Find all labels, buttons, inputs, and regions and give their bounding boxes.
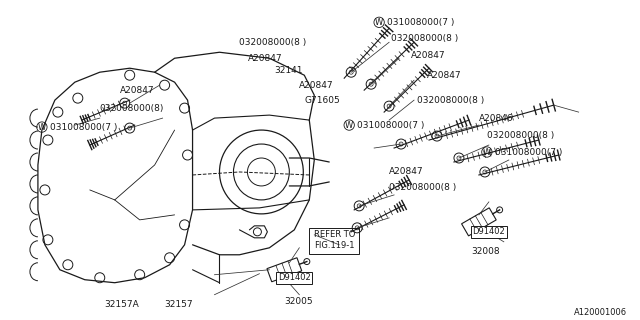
Text: 032008000(8 ): 032008000(8 ) (239, 38, 307, 47)
Text: 32157A: 32157A (105, 300, 140, 309)
Text: 031008000(7 ): 031008000(7 ) (495, 148, 562, 156)
Text: 032008000(8 ): 032008000(8 ) (417, 96, 484, 105)
Text: REFER TO
FIG.119-1: REFER TO FIG.119-1 (314, 230, 355, 250)
Text: A20847: A20847 (120, 86, 154, 95)
Text: A20847: A20847 (427, 71, 461, 80)
Text: 032008000(8 ): 032008000(8 ) (391, 34, 458, 43)
Text: G71605: G71605 (304, 96, 340, 105)
Text: 32008: 32008 (471, 247, 500, 256)
Text: D91402: D91402 (472, 227, 505, 236)
Text: 031008000(7 ): 031008000(7 ) (50, 123, 117, 132)
Text: W: W (345, 121, 353, 130)
Text: 32157: 32157 (164, 300, 193, 309)
Text: 032008000(8 ): 032008000(8 ) (389, 183, 456, 192)
Text: 032008000(8): 032008000(8) (100, 104, 164, 113)
Text: 031008000(7 ): 031008000(7 ) (387, 18, 454, 27)
Text: 031008000(7 ): 031008000(7 ) (357, 121, 424, 130)
Text: A20847: A20847 (300, 81, 334, 90)
Text: A20846: A20846 (479, 114, 513, 123)
Text: A20847: A20847 (411, 51, 445, 60)
Text: W: W (483, 148, 491, 156)
Text: 32141: 32141 (275, 66, 303, 75)
Text: A20847: A20847 (389, 167, 424, 176)
Text: 032008000(8 ): 032008000(8 ) (487, 131, 554, 140)
Text: 32005: 32005 (284, 297, 313, 306)
Text: D91402: D91402 (278, 273, 310, 282)
Text: A20847: A20847 (248, 54, 282, 63)
Text: A120001006: A120001006 (573, 308, 627, 317)
Bar (309, 228, 359, 254)
Text: W: W (38, 123, 46, 132)
Text: W: W (375, 18, 383, 27)
